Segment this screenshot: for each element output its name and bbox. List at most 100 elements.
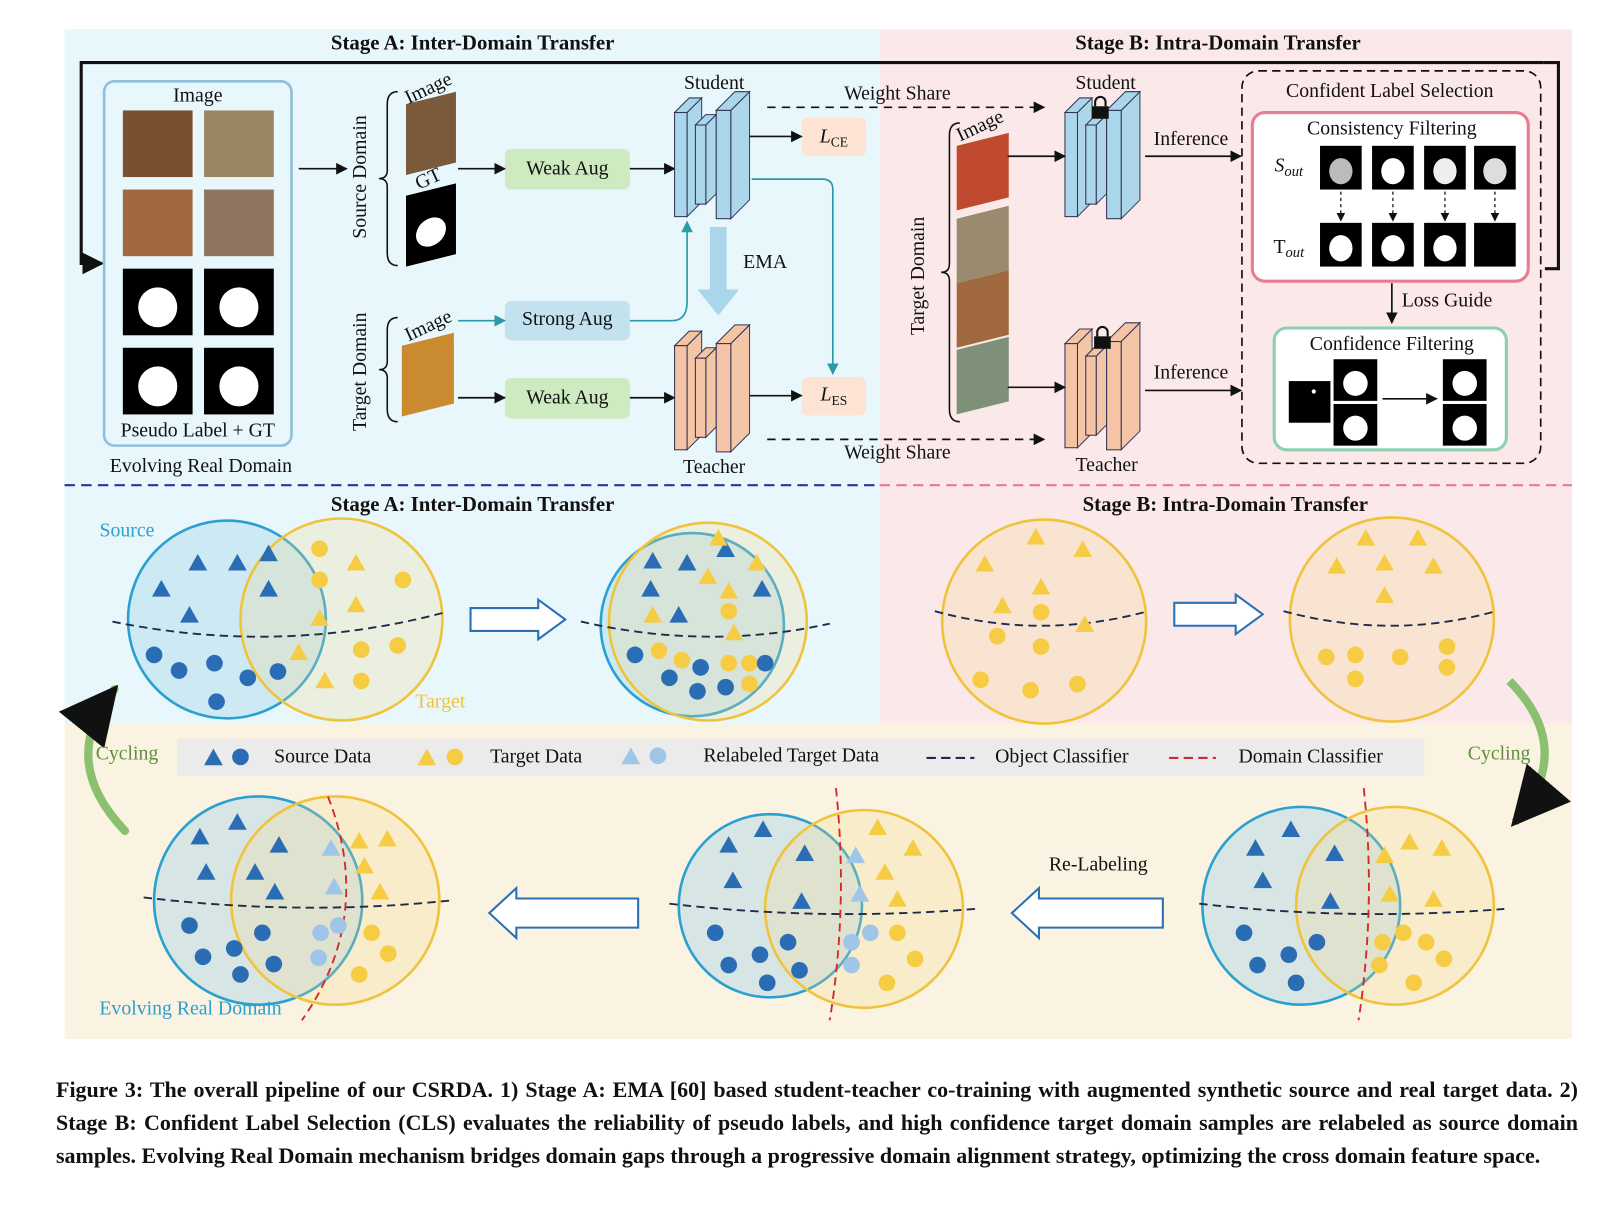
tilted-image	[956, 205, 1009, 284]
label: Weight Share	[844, 82, 951, 104]
slab-side	[1095, 113, 1108, 206]
circle-point	[254, 924, 271, 942]
thumb-blob	[138, 287, 178, 328]
triangle-point	[641, 579, 661, 597]
circle-point	[649, 747, 667, 765]
circle-point	[988, 627, 1006, 645]
triangle-point	[346, 553, 366, 571]
stage-title: Stage A: Inter-Domain Transfer	[331, 492, 614, 516]
stage-title: Stage A: Inter-Domain Transfer	[331, 31, 614, 55]
label: Target Domain	[349, 312, 371, 431]
triangle-point	[669, 605, 689, 623]
circle-point	[843, 933, 860, 951]
tilted-image	[956, 336, 1009, 415]
triangle-point	[1073, 540, 1093, 558]
slab-front	[1085, 355, 1097, 436]
circle-point	[1371, 956, 1388, 974]
loss-symbol: L	[819, 125, 831, 147]
triangle-point	[196, 863, 216, 880]
connector	[58, 684, 130, 835]
lock	[1094, 336, 1111, 349]
circle-point	[689, 682, 706, 700]
tilted-image	[406, 183, 456, 267]
loss-label: LCE	[819, 125, 848, 150]
circle-point	[206, 654, 223, 672]
triangle-point	[1424, 890, 1443, 907]
triangle-point	[377, 829, 397, 847]
triangle-point	[1375, 553, 1394, 571]
connector	[79, 60, 1544, 275]
image	[406, 91, 456, 175]
box	[122, 189, 193, 257]
triangle-point	[993, 596, 1012, 614]
circle-point	[310, 949, 327, 967]
triangle-point	[1281, 820, 1301, 838]
circle-point	[265, 955, 283, 973]
circle-point	[791, 961, 808, 979]
circle-point	[626, 646, 644, 664]
thumb-blob	[1433, 158, 1457, 185]
ema-arrow	[697, 227, 740, 316]
label: Weight Share	[844, 441, 951, 463]
domain-circle	[229, 795, 441, 1006]
label: Evolving Real Domain	[99, 997, 281, 1019]
circle-point	[352, 641, 370, 659]
circle-point	[1069, 675, 1086, 693]
label: Loss Guide	[1402, 290, 1493, 312]
circle-point	[1435, 950, 1453, 968]
domain-circle	[677, 812, 864, 999]
circle-point	[1280, 946, 1298, 964]
circle-point	[1374, 933, 1391, 951]
circle-point	[779, 933, 797, 951]
hollow-arrow	[469, 597, 568, 642]
box	[504, 377, 630, 419]
triangle-point	[716, 540, 735, 558]
aug-label: Weak Aug	[526, 157, 609, 179]
connector	[941, 122, 960, 423]
circle-point	[1347, 646, 1364, 664]
slab-front	[674, 345, 688, 451]
circle-point	[706, 924, 724, 942]
thumb-blob	[1483, 158, 1507, 185]
circle-point	[756, 654, 774, 672]
triangle-point	[643, 551, 663, 569]
connector	[1357, 788, 1370, 1021]
legend-label: Domain Classifier	[1238, 745, 1383, 767]
triangle-point	[188, 553, 208, 571]
thumb-blob	[1452, 415, 1477, 441]
triangle-point	[753, 820, 773, 838]
connector	[378, 316, 398, 423]
triangle-point	[289, 643, 309, 661]
triangle-point	[417, 748, 437, 766]
circle-point	[1317, 648, 1335, 666]
box	[801, 376, 867, 416]
label: Inference	[1154, 361, 1229, 383]
slab-side	[705, 346, 717, 439]
triangle-point	[868, 818, 887, 835]
circle-point	[1032, 603, 1050, 621]
circle-point	[717, 678, 734, 696]
image-blob	[415, 217, 446, 247]
triangle-point	[1408, 528, 1428, 546]
triangle-point	[315, 671, 335, 689]
label: Confidence Filtering	[1310, 333, 1474, 355]
circle-point	[352, 672, 370, 690]
slab-side	[705, 113, 717, 206]
label: Inference	[1154, 128, 1229, 150]
caption: Figure 3: The overall pipeline of our CS…	[56, 1077, 1578, 1168]
connector	[751, 178, 839, 375]
triangle-point	[719, 836, 739, 853]
legend-label: Relabeled Target Data	[703, 744, 879, 766]
triangle-point	[1321, 892, 1340, 909]
slab-front	[1106, 341, 1122, 451]
circle-point	[330, 917, 347, 934]
label: Target	[415, 690, 465, 712]
slab-front	[674, 111, 688, 218]
thumb-dot	[1311, 389, 1316, 394]
label: Target Domain	[907, 217, 929, 336]
circle-point	[1438, 659, 1456, 676]
triangle-point	[1327, 557, 1347, 574]
slab-front	[1106, 109, 1122, 220]
hollow-arrow	[1173, 592, 1265, 637]
circle-point	[311, 540, 328, 558]
